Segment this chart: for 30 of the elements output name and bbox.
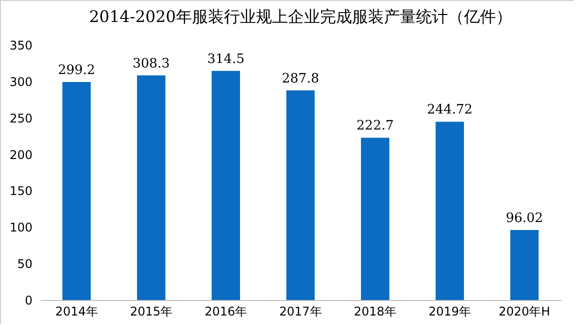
- x-tick-label: 2017年: [279, 304, 322, 318]
- bar: [286, 90, 315, 300]
- data-label: 308.3: [132, 56, 170, 72]
- y-tick-label: 300: [10, 74, 32, 89]
- x-tick-label: 2018年: [354, 304, 396, 318]
- data-label: 244.72: [427, 102, 473, 118]
- y-tick-label: 50: [17, 257, 32, 272]
- data-label: 287.8: [282, 71, 320, 86]
- bar: [510, 230, 539, 300]
- data-label: 299.2: [58, 63, 96, 78]
- data-label: 314.5: [207, 52, 244, 67]
- y-tick-label: 250: [10, 111, 32, 126]
- y-tick-label: 150: [10, 184, 32, 198]
- bar: [436, 122, 464, 300]
- y-tick-label: 350: [10, 38, 32, 52]
- y-tick-label: 0: [24, 294, 32, 308]
- data-label: 96.02: [506, 211, 544, 226]
- x-tick-label: 2020年H: [498, 304, 550, 318]
- bar: [137, 75, 166, 300]
- x-tick-label: 2016年: [204, 304, 248, 318]
- y-tick-label: 200: [10, 148, 32, 162]
- bar: [360, 138, 390, 300]
- data-label: 222.7: [356, 118, 394, 134]
- chart-title: 2014-2020年服装行业规上企业完成服装产量统计（亿件）: [89, 7, 512, 26]
- y-tick-label: 100: [10, 220, 32, 235]
- bar: [212, 70, 240, 300]
- x-tick-label: 2015年: [130, 304, 172, 318]
- bar: [62, 82, 91, 300]
- x-tick-label: 2019年: [428, 304, 472, 318]
- x-tick-label: 2014年: [55, 304, 98, 318]
